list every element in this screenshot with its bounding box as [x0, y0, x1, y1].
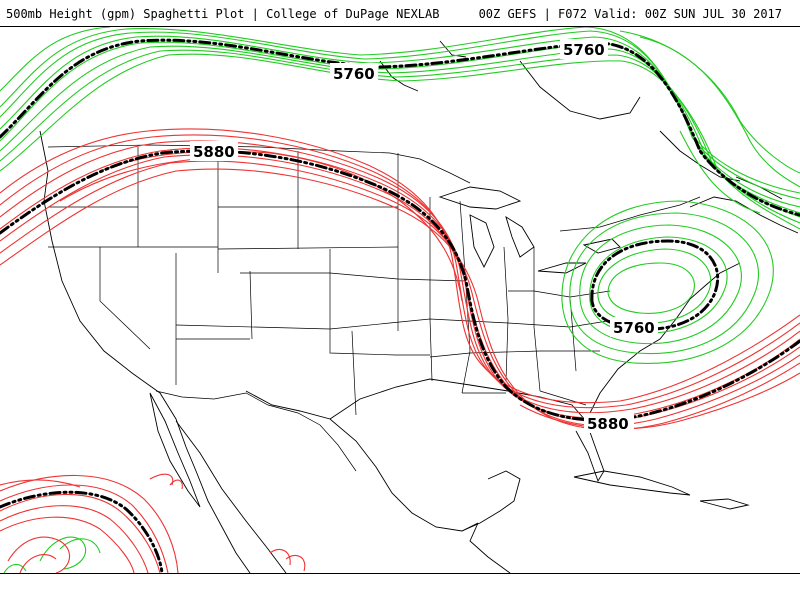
map-canvas: 5760 5760 5880 5760 5880 [0, 27, 800, 573]
label-5760-east-coast-low: 5760 [613, 319, 655, 337]
contour-5760-members [0, 27, 800, 230]
label-5880-northwest: 5880 [193, 143, 235, 161]
mean-5880-line [0, 149, 800, 422]
mean-5880-pacific-high [0, 490, 164, 573]
contour-5760-sw-fragments [3, 536, 101, 573]
label-5760-northeast: 5760 [563, 41, 605, 59]
run-info: 00Z GEFS | F072 Valid: 00Z SUN JUL 30 20… [478, 7, 782, 21]
label-5760-canada: 5760 [333, 65, 375, 83]
plot-header: 500mb Height (gpm) Spaghetti Plot | Coll… [0, 0, 800, 26]
contour-labels: 5760 5760 5880 5760 5880 [190, 39, 658, 433]
contour-5760-closed-low [561, 200, 774, 364]
coastlines-and-borders [39, 40, 799, 573]
label-5880-southeast: 5880 [587, 415, 629, 433]
plot-title: 500mb Height (gpm) Spaghetti Plot | Coll… [6, 7, 440, 21]
state-borders [47, 144, 701, 472]
mean-5760-line [0, 38, 800, 217]
contour-5880-pacific-high [0, 473, 306, 573]
map-panel: 5760 5760 5880 5760 5880 [0, 26, 800, 574]
